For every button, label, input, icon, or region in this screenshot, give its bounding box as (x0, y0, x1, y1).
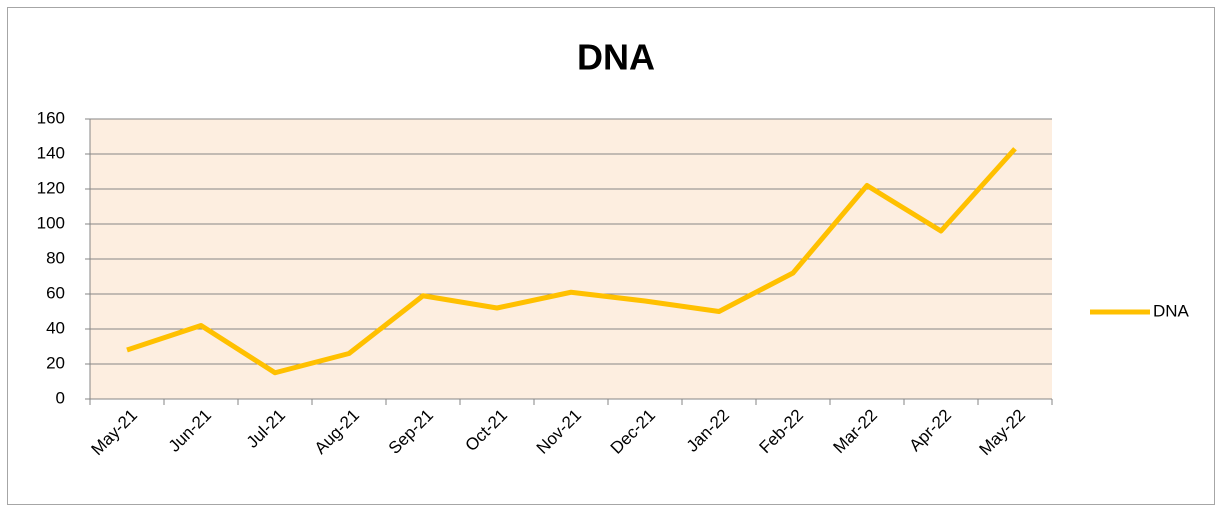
y-tick-label: 20 (46, 353, 65, 372)
y-tick-label: 160 (37, 108, 65, 127)
y-tick-label: 140 (37, 143, 65, 162)
y-tick-label: 120 (37, 178, 65, 197)
y-tick-label: 100 (37, 213, 65, 232)
chart-title: DNA (577, 37, 655, 78)
y-tick-label: 0 (56, 388, 65, 407)
y-tick-label: 60 (46, 283, 65, 302)
data-line (126, 147, 1017, 376)
y-tick-label: 80 (46, 248, 65, 267)
legend-label: DNA (1153, 301, 1190, 320)
y-tick-label: 40 (46, 318, 65, 337)
